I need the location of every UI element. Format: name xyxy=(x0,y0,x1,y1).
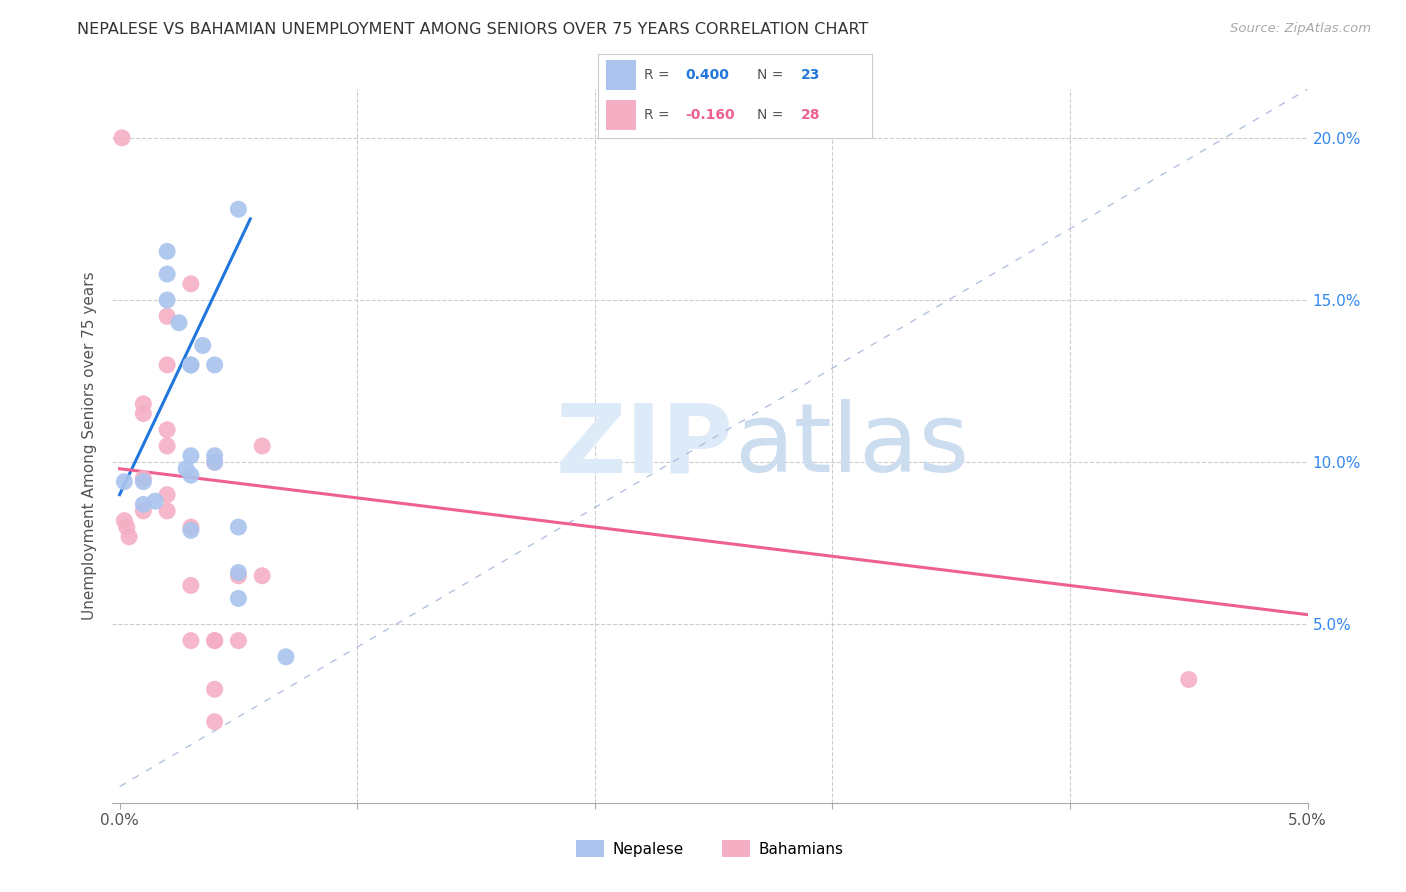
Point xyxy=(112,514,135,528)
Point xyxy=(132,407,155,421)
Point xyxy=(115,520,138,534)
Point xyxy=(204,455,226,469)
Point xyxy=(156,293,179,307)
Point xyxy=(204,358,226,372)
Point xyxy=(180,277,202,291)
Point xyxy=(228,520,250,534)
Point xyxy=(156,310,179,324)
Text: Source: ZipAtlas.com: Source: ZipAtlas.com xyxy=(1230,22,1371,36)
Point xyxy=(228,591,250,606)
Point xyxy=(156,488,179,502)
Text: R =: R = xyxy=(644,68,673,82)
Point xyxy=(250,439,273,453)
Point xyxy=(191,338,214,352)
Point xyxy=(132,497,155,511)
Point xyxy=(1178,673,1201,687)
Y-axis label: Unemployment Among Seniors over 75 years: Unemployment Among Seniors over 75 years xyxy=(82,272,97,620)
Point xyxy=(180,524,202,538)
Point xyxy=(180,358,202,372)
Point xyxy=(204,633,226,648)
Point xyxy=(111,131,134,145)
Point xyxy=(132,397,155,411)
Point xyxy=(180,468,202,483)
Point xyxy=(204,633,226,648)
Text: N =: N = xyxy=(756,108,787,122)
Point xyxy=(167,316,190,330)
Point xyxy=(180,449,202,463)
Text: -0.160: -0.160 xyxy=(685,108,735,122)
Point xyxy=(180,358,202,372)
Text: ZIP: ZIP xyxy=(555,400,734,492)
Point xyxy=(228,202,250,217)
Point xyxy=(156,244,179,259)
Point xyxy=(118,530,141,544)
Point xyxy=(204,455,226,469)
Text: R =: R = xyxy=(644,108,673,122)
Point xyxy=(156,504,179,518)
Text: NEPALESE VS BAHAMIAN UNEMPLOYMENT AMONG SENIORS OVER 75 YEARS CORRELATION CHART: NEPALESE VS BAHAMIAN UNEMPLOYMENT AMONG … xyxy=(77,22,869,37)
Point xyxy=(204,449,226,463)
Text: atlas: atlas xyxy=(734,400,969,492)
Point xyxy=(156,267,179,281)
Point xyxy=(228,633,250,648)
Point xyxy=(180,633,202,648)
Point xyxy=(174,461,197,475)
Point xyxy=(204,714,226,729)
Point xyxy=(250,568,273,582)
Legend: Nepalese, Bahamians: Nepalese, Bahamians xyxy=(569,834,851,863)
FancyBboxPatch shape xyxy=(606,100,636,130)
Text: 28: 28 xyxy=(800,108,820,122)
Point xyxy=(180,520,202,534)
Text: 0.400: 0.400 xyxy=(685,68,730,82)
Point xyxy=(132,471,155,485)
Point xyxy=(274,649,297,664)
Text: N =: N = xyxy=(756,68,787,82)
Point xyxy=(112,475,135,489)
Point xyxy=(204,682,226,697)
Point xyxy=(143,494,166,508)
Point xyxy=(156,423,179,437)
Point xyxy=(228,568,250,582)
Point xyxy=(228,566,250,580)
Text: 23: 23 xyxy=(800,68,820,82)
Point xyxy=(156,439,179,453)
Point xyxy=(180,578,202,592)
Point xyxy=(156,358,179,372)
FancyBboxPatch shape xyxy=(606,61,636,90)
Point xyxy=(132,475,155,489)
Point xyxy=(132,504,155,518)
